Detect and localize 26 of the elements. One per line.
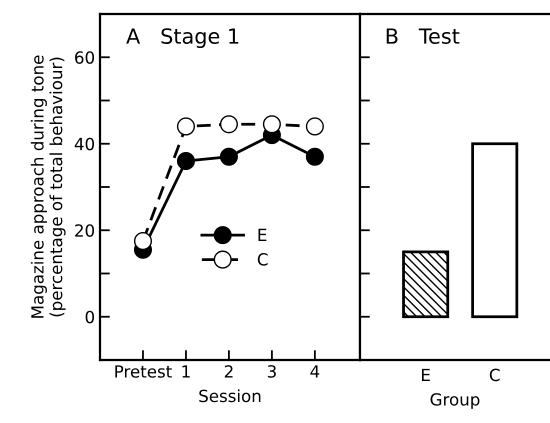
y-axis-title: Magazine approach during tone (percentage of total behaviour) xyxy=(30,56,66,318)
x-tick-label: E xyxy=(422,368,430,381)
y-tick-label: 60 xyxy=(75,51,94,64)
point xyxy=(262,115,281,134)
y-tick-label: 40 xyxy=(74,138,94,150)
point xyxy=(176,152,195,170)
legend-label: C xyxy=(258,253,268,266)
point xyxy=(306,117,324,136)
point xyxy=(306,148,324,166)
x-axis-title: Session xyxy=(199,389,260,402)
x-axis-title: Group xyxy=(430,393,480,409)
y-tick-label: 0 xyxy=(86,310,94,324)
x-tick-label: Pretest xyxy=(115,365,172,378)
point xyxy=(220,115,238,134)
x-tick-label: 1 xyxy=(182,365,190,378)
point xyxy=(134,232,152,250)
x-tick-label: 2 xyxy=(224,365,233,378)
text: B Test xyxy=(386,28,460,44)
point xyxy=(176,117,195,136)
x-tick-label: 3 xyxy=(268,365,276,378)
x-tick-label: C xyxy=(490,368,500,382)
text: A Stage 1 xyxy=(126,28,238,48)
x-tick-label: 4 xyxy=(310,365,320,378)
point xyxy=(220,148,238,166)
y-tick-label: 20 xyxy=(75,224,94,237)
legend-label: E xyxy=(258,228,266,241)
